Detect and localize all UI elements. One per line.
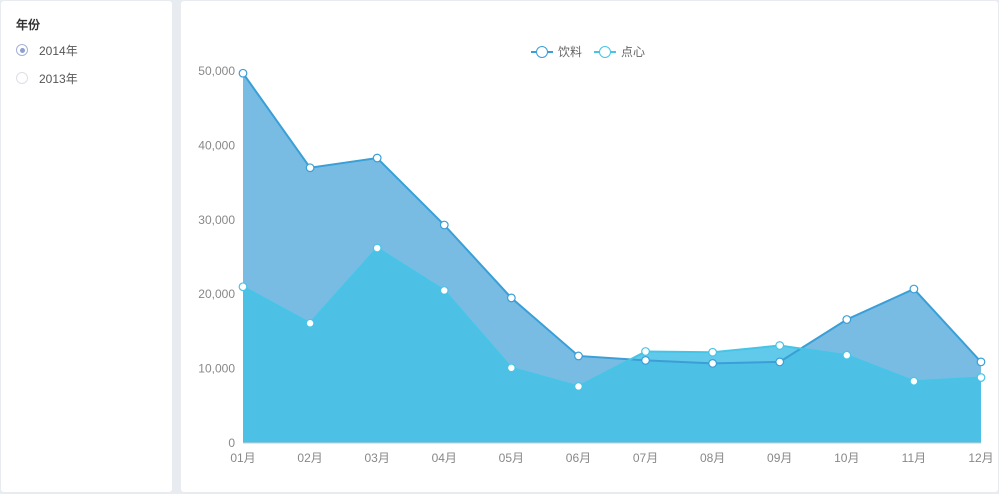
x-tick-label: 11月	[902, 451, 926, 465]
legend-label-series1: 饮料	[558, 45, 583, 59]
x-tick-label: 02月	[297, 451, 322, 465]
data-point-s1-12	[976, 357, 986, 367]
x-tick-label: 06月	[566, 451, 591, 465]
area-chart: 01月 02月 03月 04月 05月 06月 07月 08月 09月 10月 11月 12月 0 10,…	[198, 64, 993, 465]
series-area-2	[243, 248, 981, 443]
chart-card: 饮料 点心 01月 02月 03月 04月 05月 06月 07月 08月 09月 10月 11月 1…	[181, 1, 998, 492]
data-point-s1-11	[909, 284, 919, 294]
data-point-s1-6	[574, 351, 583, 361]
x-tick-label: 09月	[767, 451, 792, 465]
radio-label-2013: 2013年	[39, 71, 78, 86]
y-tick-label: 40,000	[198, 138, 235, 152]
data-point-s1-7	[641, 356, 650, 365]
data-point-s2-11	[909, 376, 919, 386]
data-point-s2-3	[372, 243, 382, 253]
x-tick-label: 04月	[432, 451, 457, 465]
data-point-s2-7	[641, 347, 650, 356]
legend-swatch-series1	[531, 45, 553, 59]
data-point-s2-2	[305, 318, 315, 328]
data-point-s1-8	[708, 358, 718, 368]
data-point-s2-8	[708, 347, 718, 357]
x-tick-label: 10月	[834, 451, 859, 465]
data-point-s1-9	[775, 357, 785, 367]
y-tick-label: 20,000	[198, 287, 235, 301]
x-tick-label: 03月	[365, 451, 390, 465]
data-point-s1-1	[238, 68, 248, 78]
y-tick-label: 0	[228, 436, 235, 450]
data-point-s2-12	[976, 373, 986, 382]
legend-item-series2[interactable]: 点心	[594, 43, 645, 60]
radio-button[interactable]	[16, 72, 28, 84]
year-filter-panel: 年份 2014年 2013年	[1, 1, 172, 492]
series-line-2	[242, 246, 982, 388]
x-tick-label: 12月	[968, 451, 993, 465]
chart-legend: 饮料 点心	[531, 43, 657, 60]
radio-label-2014: 2014年	[39, 43, 78, 58]
legend-item-series1[interactable]: 饮料	[531, 43, 582, 60]
y-tick-label: 10,000	[198, 362, 235, 376]
data-point-s1-5	[506, 293, 516, 303]
x-tick-label: 01月	[230, 451, 255, 465]
y-tick-label: 30,000	[198, 213, 235, 227]
data-point-s1-3	[372, 153, 382, 163]
radio-option-2014[interactable]: 2014年	[16, 42, 78, 58]
data-point-s2-5	[506, 363, 516, 373]
data-point-s2-1	[238, 282, 248, 292]
data-point-s1-2	[305, 163, 315, 173]
data-point-s2-6	[574, 382, 583, 391]
data-point-s1-4	[439, 220, 449, 230]
radio-option-2013[interactable]: 2013年	[16, 70, 78, 86]
filter-title: 年份	[16, 18, 41, 32]
y-tick-label: 50,000	[198, 64, 235, 78]
radio-button-checked[interactable]	[16, 44, 28, 56]
series-line-1	[242, 72, 982, 365]
data-point-s2-4	[439, 286, 449, 295]
legend-label-series2: 点心	[621, 45, 646, 59]
data-point-s2-10	[842, 350, 852, 360]
x-tick-label: 07月	[633, 451, 658, 465]
data-point-s1-10	[842, 315, 852, 324]
legend-swatch-series2	[594, 45, 617, 59]
data-point-s2-9	[775, 341, 785, 350]
x-tick-label: 08月	[700, 451, 725, 465]
x-tick-label: 05月	[499, 451, 524, 465]
